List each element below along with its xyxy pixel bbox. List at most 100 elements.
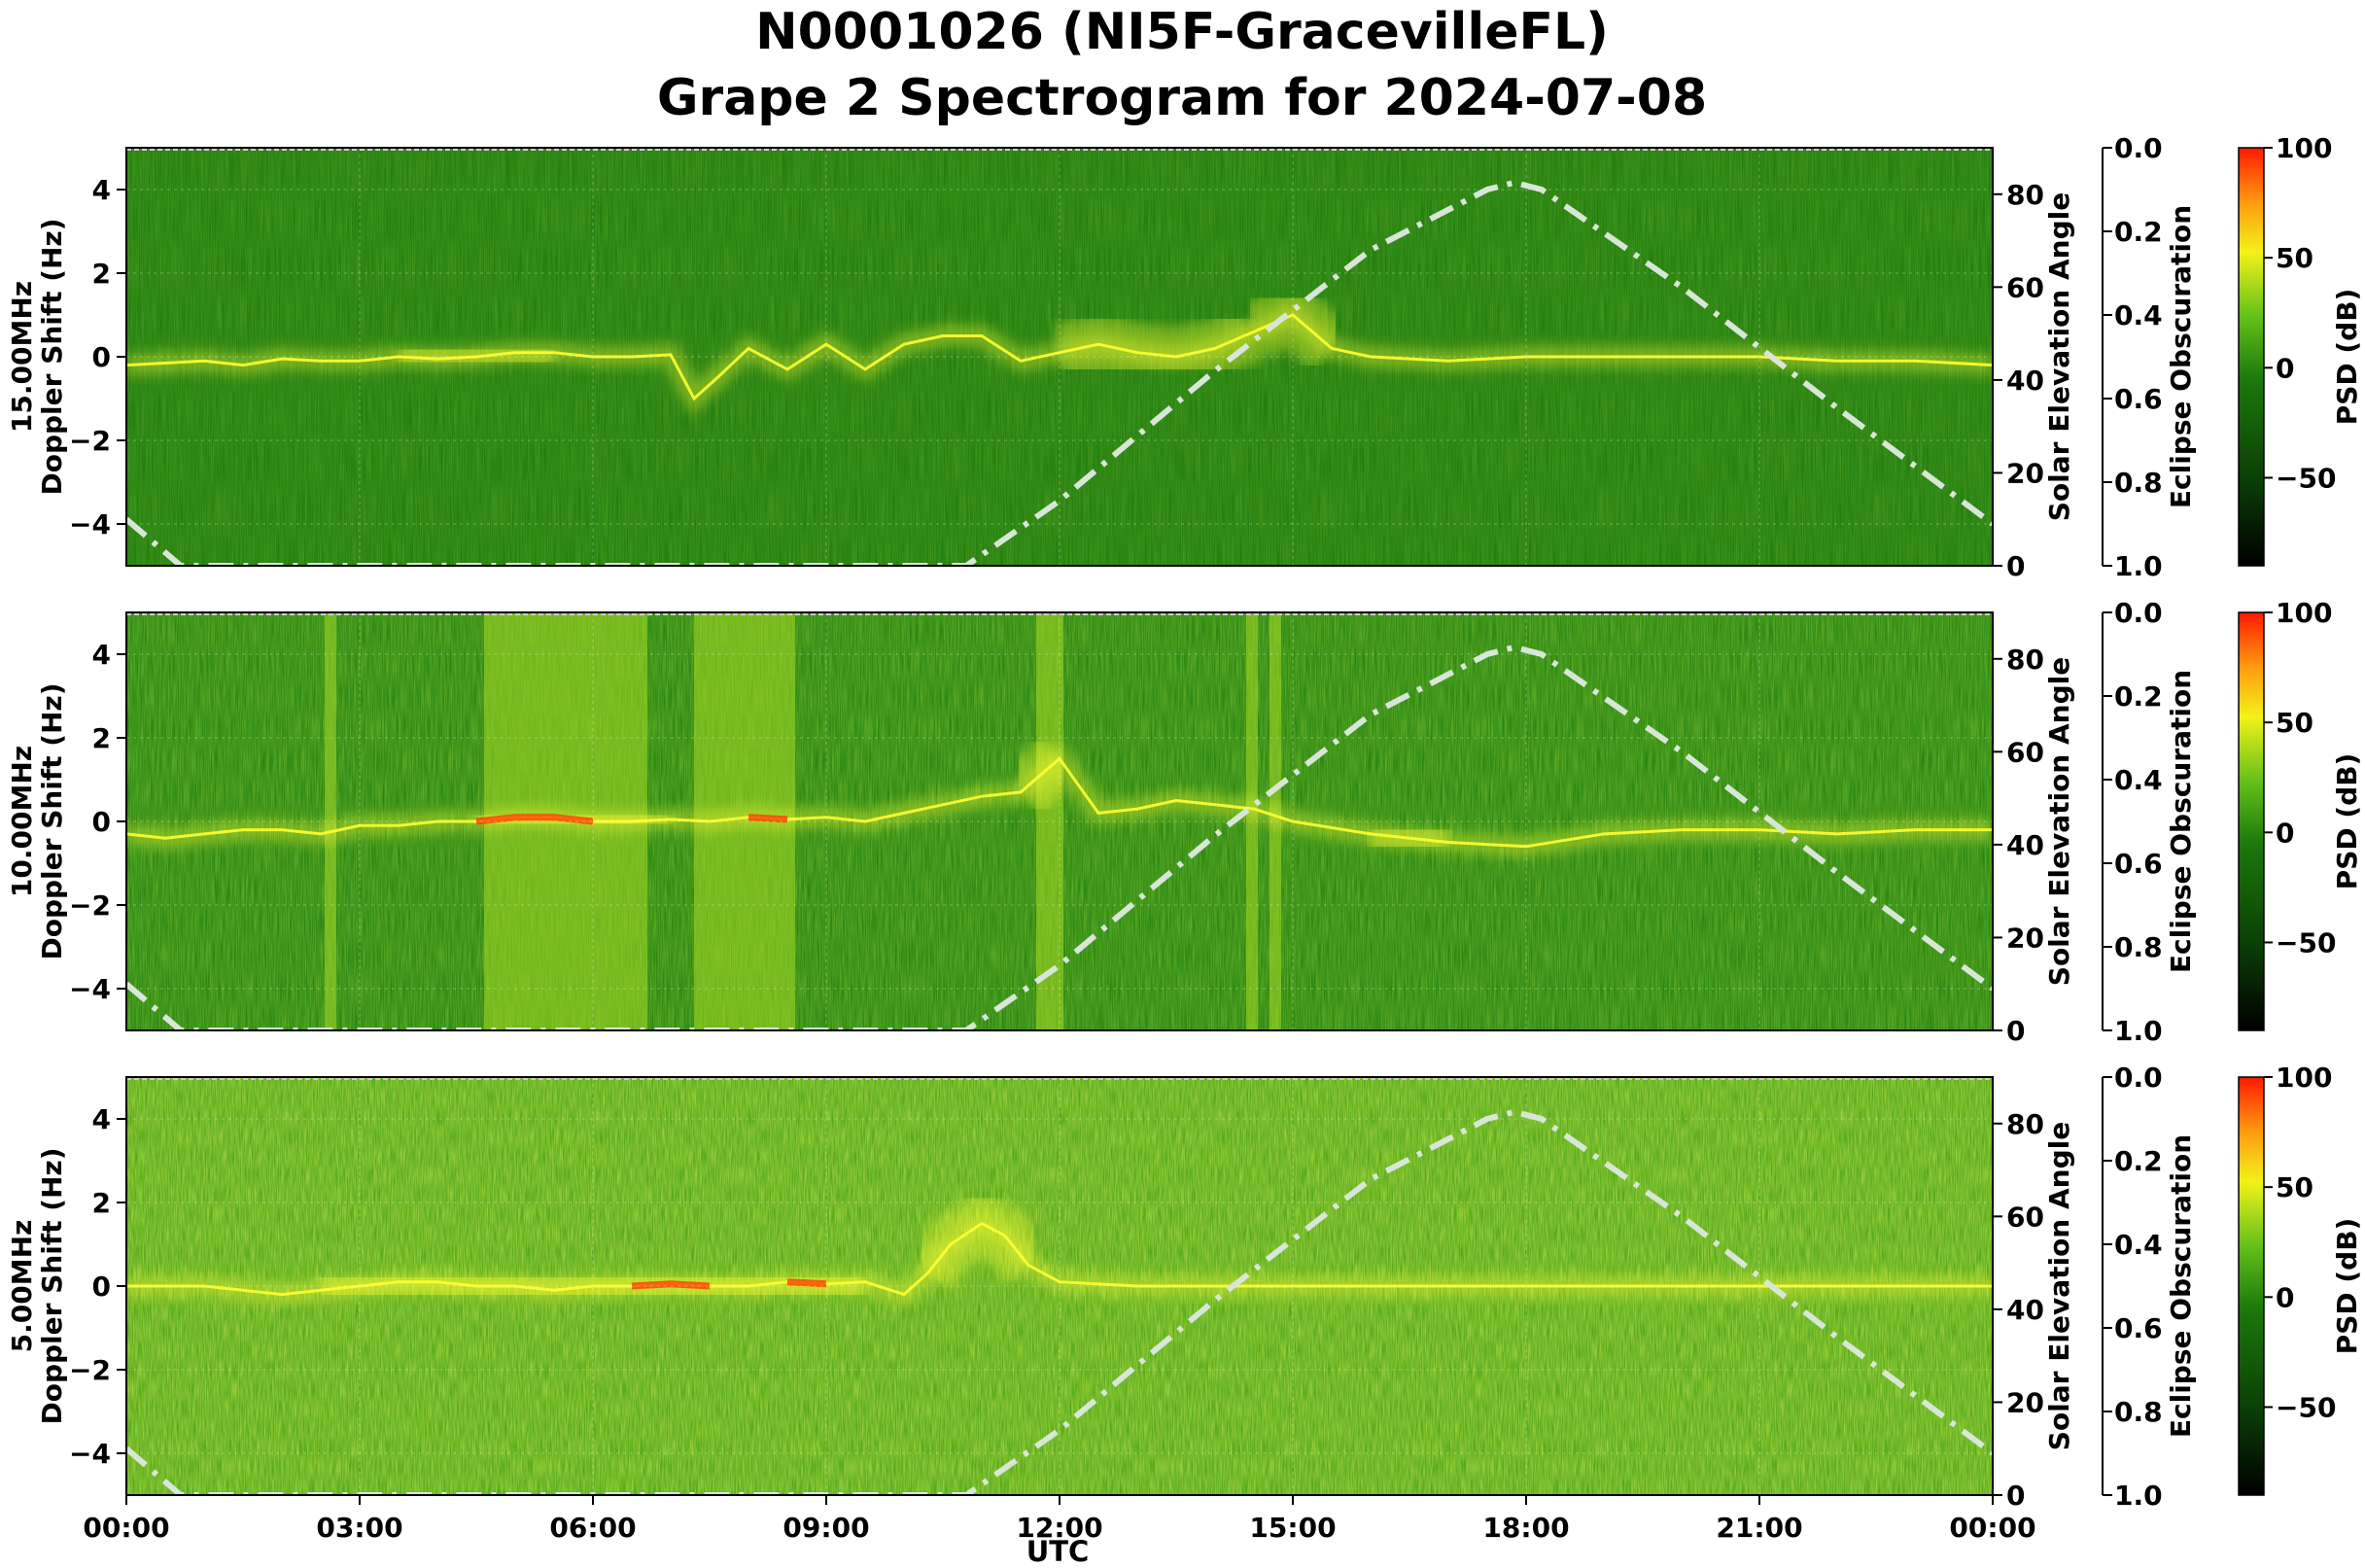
x-tick-label: 09:00 [783, 1512, 869, 1544]
colorbar-tick-label: −50 [2276, 462, 2336, 494]
y-tick-label: −4 [69, 1438, 111, 1470]
eclipse-tick-label: 0.8 [2114, 467, 2163, 499]
figure-title-line1: N0001026 (NI5F-GracevilleFL) [755, 3, 1609, 61]
doppler-hot-segment [748, 814, 788, 823]
colorbar-tick-label: 100 [2276, 132, 2332, 164]
x-axis-label: UTC [1026, 1535, 1090, 1568]
x-tick-label: 12:00 [1016, 1512, 1102, 1544]
solar-axis-label: Solar Elevation Angle [2043, 1122, 2075, 1450]
eclipse-tick-label: 0.4 [2114, 764, 2163, 796]
eclipse-tick-label: 0.8 [2114, 1396, 2163, 1428]
y-tick-label: 4 [92, 174, 111, 206]
solar-tick-label: 40 [2006, 1294, 2044, 1326]
y-axis-label: Doppler Shift (Hz) [36, 1147, 68, 1424]
solar-tick-label: 80 [2006, 644, 2044, 676]
eclipse-tick-label: 1.0 [2114, 550, 2163, 582]
eclipse-tick-label: 0.6 [2114, 848, 2163, 880]
doppler-hot-segment [475, 814, 594, 825]
solar-tick-label: 0 [2006, 1480, 2025, 1512]
doppler-trace [126, 756, 1993, 849]
eclipse-tick-label: 1.0 [2114, 1015, 2163, 1047]
eclipse-tick-label: 0.4 [2114, 299, 2163, 331]
y-tick-label: −4 [69, 973, 111, 1005]
x-tick-label: 18:00 [1482, 1512, 1569, 1544]
eclipse-tick-label: 0.0 [2114, 597, 2163, 629]
eclipse-tick-label: 0.0 [2114, 1062, 2163, 1094]
y-axis-label: Doppler Shift (Hz) [36, 218, 68, 495]
solar-tick-label: 80 [2006, 1108, 2044, 1140]
colorbar-tick-label: 100 [2276, 597, 2332, 629]
eclipse-tick-label: 1.0 [2114, 1480, 2163, 1512]
solar-tick-label: 0 [2006, 1015, 2025, 1047]
colorbar-tick-label: 50 [2276, 707, 2313, 739]
x-tick-label: 06:00 [549, 1512, 636, 1544]
colorbar-label: PSD (dB) [2331, 753, 2363, 890]
eclipse-tick-label: 0.4 [2114, 1229, 2163, 1261]
colorbar-label: PSD (dB) [2331, 1218, 2363, 1355]
eclipse-tick-label: 0.6 [2114, 383, 2163, 415]
eclipse-tick-label: 0.2 [2114, 1145, 2163, 1177]
frequency-label: 5.00MHz [6, 1220, 38, 1353]
interference-band [1246, 612, 1258, 1030]
y-tick-label: 2 [92, 722, 111, 754]
x-tick-label: 00:00 [1949, 1512, 2035, 1544]
plot-area [126, 612, 1993, 1030]
x-tick-label: 03:00 [316, 1512, 402, 1544]
eclipse-tick-label: 0.0 [2114, 132, 2163, 164]
y-tick-label: 4 [92, 1103, 111, 1135]
colorbar-tick-label: 0 [2276, 1281, 2294, 1313]
colorbar-tick-label: −50 [2276, 926, 2336, 958]
eclipse-axis-label: Eclipse Obscuration [2165, 670, 2197, 973]
figure-title-line2: Grape 2 Spectrogram for 2024-07-08 [657, 69, 1707, 127]
eclipse-tick-label: 0.2 [2114, 216, 2163, 248]
colorbar [2238, 611, 2265, 1031]
x-tick-label: 21:00 [1716, 1512, 1802, 1544]
y-tick-label: 0 [92, 806, 111, 838]
doppler-hot-segment [786, 1278, 827, 1288]
y-axis-label: Doppler Shift (Hz) [36, 682, 68, 959]
eclipse-axis-label: Eclipse Obscuration [2165, 205, 2197, 508]
x-tick-label: 15:00 [1249, 1512, 1336, 1544]
plot-area [126, 148, 1993, 566]
solar-tick-label: 20 [2006, 457, 2044, 489]
colorbar-tick-label: 0 [2276, 352, 2294, 384]
x-tick-label: 00:00 [83, 1512, 169, 1544]
colorbar-tick-label: 100 [2276, 1062, 2332, 1094]
y-tick-label: −2 [69, 425, 111, 457]
eclipse-tick-label: 0.8 [2114, 931, 2163, 963]
solar-tick-label: 20 [2006, 1386, 2044, 1418]
interference-band [1036, 612, 1063, 1030]
colorbar-tick-label: 50 [2276, 1171, 2313, 1203]
colorbar [2238, 1076, 2265, 1496]
colorbar-tick-label: −50 [2276, 1391, 2336, 1423]
doppler-hot-segment [631, 1280, 711, 1290]
colorbar-tick-label: 0 [2276, 817, 2294, 849]
colorbar-tick-label: 50 [2276, 242, 2313, 274]
solar-axis-label: Solar Elevation Angle [2043, 192, 2075, 521]
plot-area [126, 1077, 1993, 1495]
eclipse-tick-label: 0.2 [2114, 680, 2163, 713]
y-tick-label: 0 [92, 1271, 111, 1303]
colorbar-label: PSD (dB) [2331, 289, 2363, 426]
solar-tick-label: 0 [2006, 550, 2025, 582]
y-tick-label: 4 [92, 639, 111, 671]
y-tick-label: 2 [92, 258, 111, 290]
y-tick-label: 0 [92, 341, 111, 373]
solar-tick-label: 60 [2006, 1201, 2044, 1233]
solar-tick-label: 80 [2006, 179, 2044, 211]
solar-tick-label: 60 [2006, 271, 2044, 303]
solar-tick-label: 60 [2006, 736, 2044, 768]
solar-tick-label: 40 [2006, 365, 2044, 397]
eclipse-axis-label: Eclipse Obscuration [2165, 1134, 2197, 1438]
y-tick-label: 2 [92, 1187, 111, 1219]
x-axis: 00:00 03:00 06:00 09:00 12:00 15:00 18:00 21:00… [83, 1495, 2036, 1544]
solar-tick-label: 20 [2006, 922, 2044, 954]
y-tick-label: −4 [69, 508, 111, 540]
eclipse-tick-label: 0.6 [2114, 1312, 2163, 1344]
solar-tick-label: 40 [2006, 829, 2044, 861]
colorbar [2238, 147, 2265, 567]
